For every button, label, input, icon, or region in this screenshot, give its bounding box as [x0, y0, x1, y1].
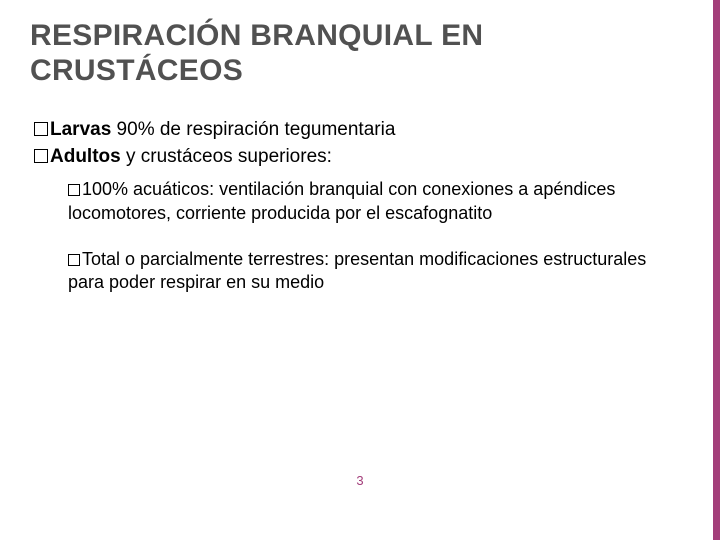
bullet-lead: Larvas	[50, 119, 111, 140]
bullet-subitem: 100% acuáticos: ventilación branquial co…	[68, 178, 690, 226]
page-number: 3	[0, 473, 720, 488]
bullet-list-level2: 100% acuáticos: ventilación branquial co…	[68, 178, 690, 295]
slide-title: RESPIRACIÓN BRANQUIAL EN CRUSTÁCEOS	[30, 18, 690, 89]
bullet-text: y crustáceos superiores:	[121, 146, 332, 167]
bullet-text: o parcialmente terrestres: presentan mod…	[68, 249, 646, 293]
bullet-item: Larvas 90% de respiración tegumentaria	[34, 117, 690, 143]
bullet-item: Adultos y crustáceos superiores:	[34, 144, 690, 170]
bullet-lead: Adultos	[50, 146, 121, 167]
bullet-text: 90% de respiración tegumentaria	[111, 119, 395, 140]
square-bullet-icon	[68, 254, 80, 266]
square-bullet-icon	[68, 184, 80, 196]
square-bullet-icon	[34, 122, 48, 136]
bullet-text: acuáticos: ventilación branquial con con…	[68, 179, 615, 223]
bullet-lead: 100%	[82, 179, 128, 199]
bullet-list-level1: Larvas 90% de respiración tegumentaria A…	[34, 117, 690, 295]
accent-bar	[713, 0, 720, 540]
slide: RESPIRACIÓN BRANQUIAL EN CRUSTÁCEOS Larv…	[0, 0, 720, 540]
bullet-subitem: Total o parcialmente terrestres: present…	[68, 248, 690, 296]
square-bullet-icon	[34, 149, 48, 163]
bullet-lead: Total	[82, 249, 120, 269]
